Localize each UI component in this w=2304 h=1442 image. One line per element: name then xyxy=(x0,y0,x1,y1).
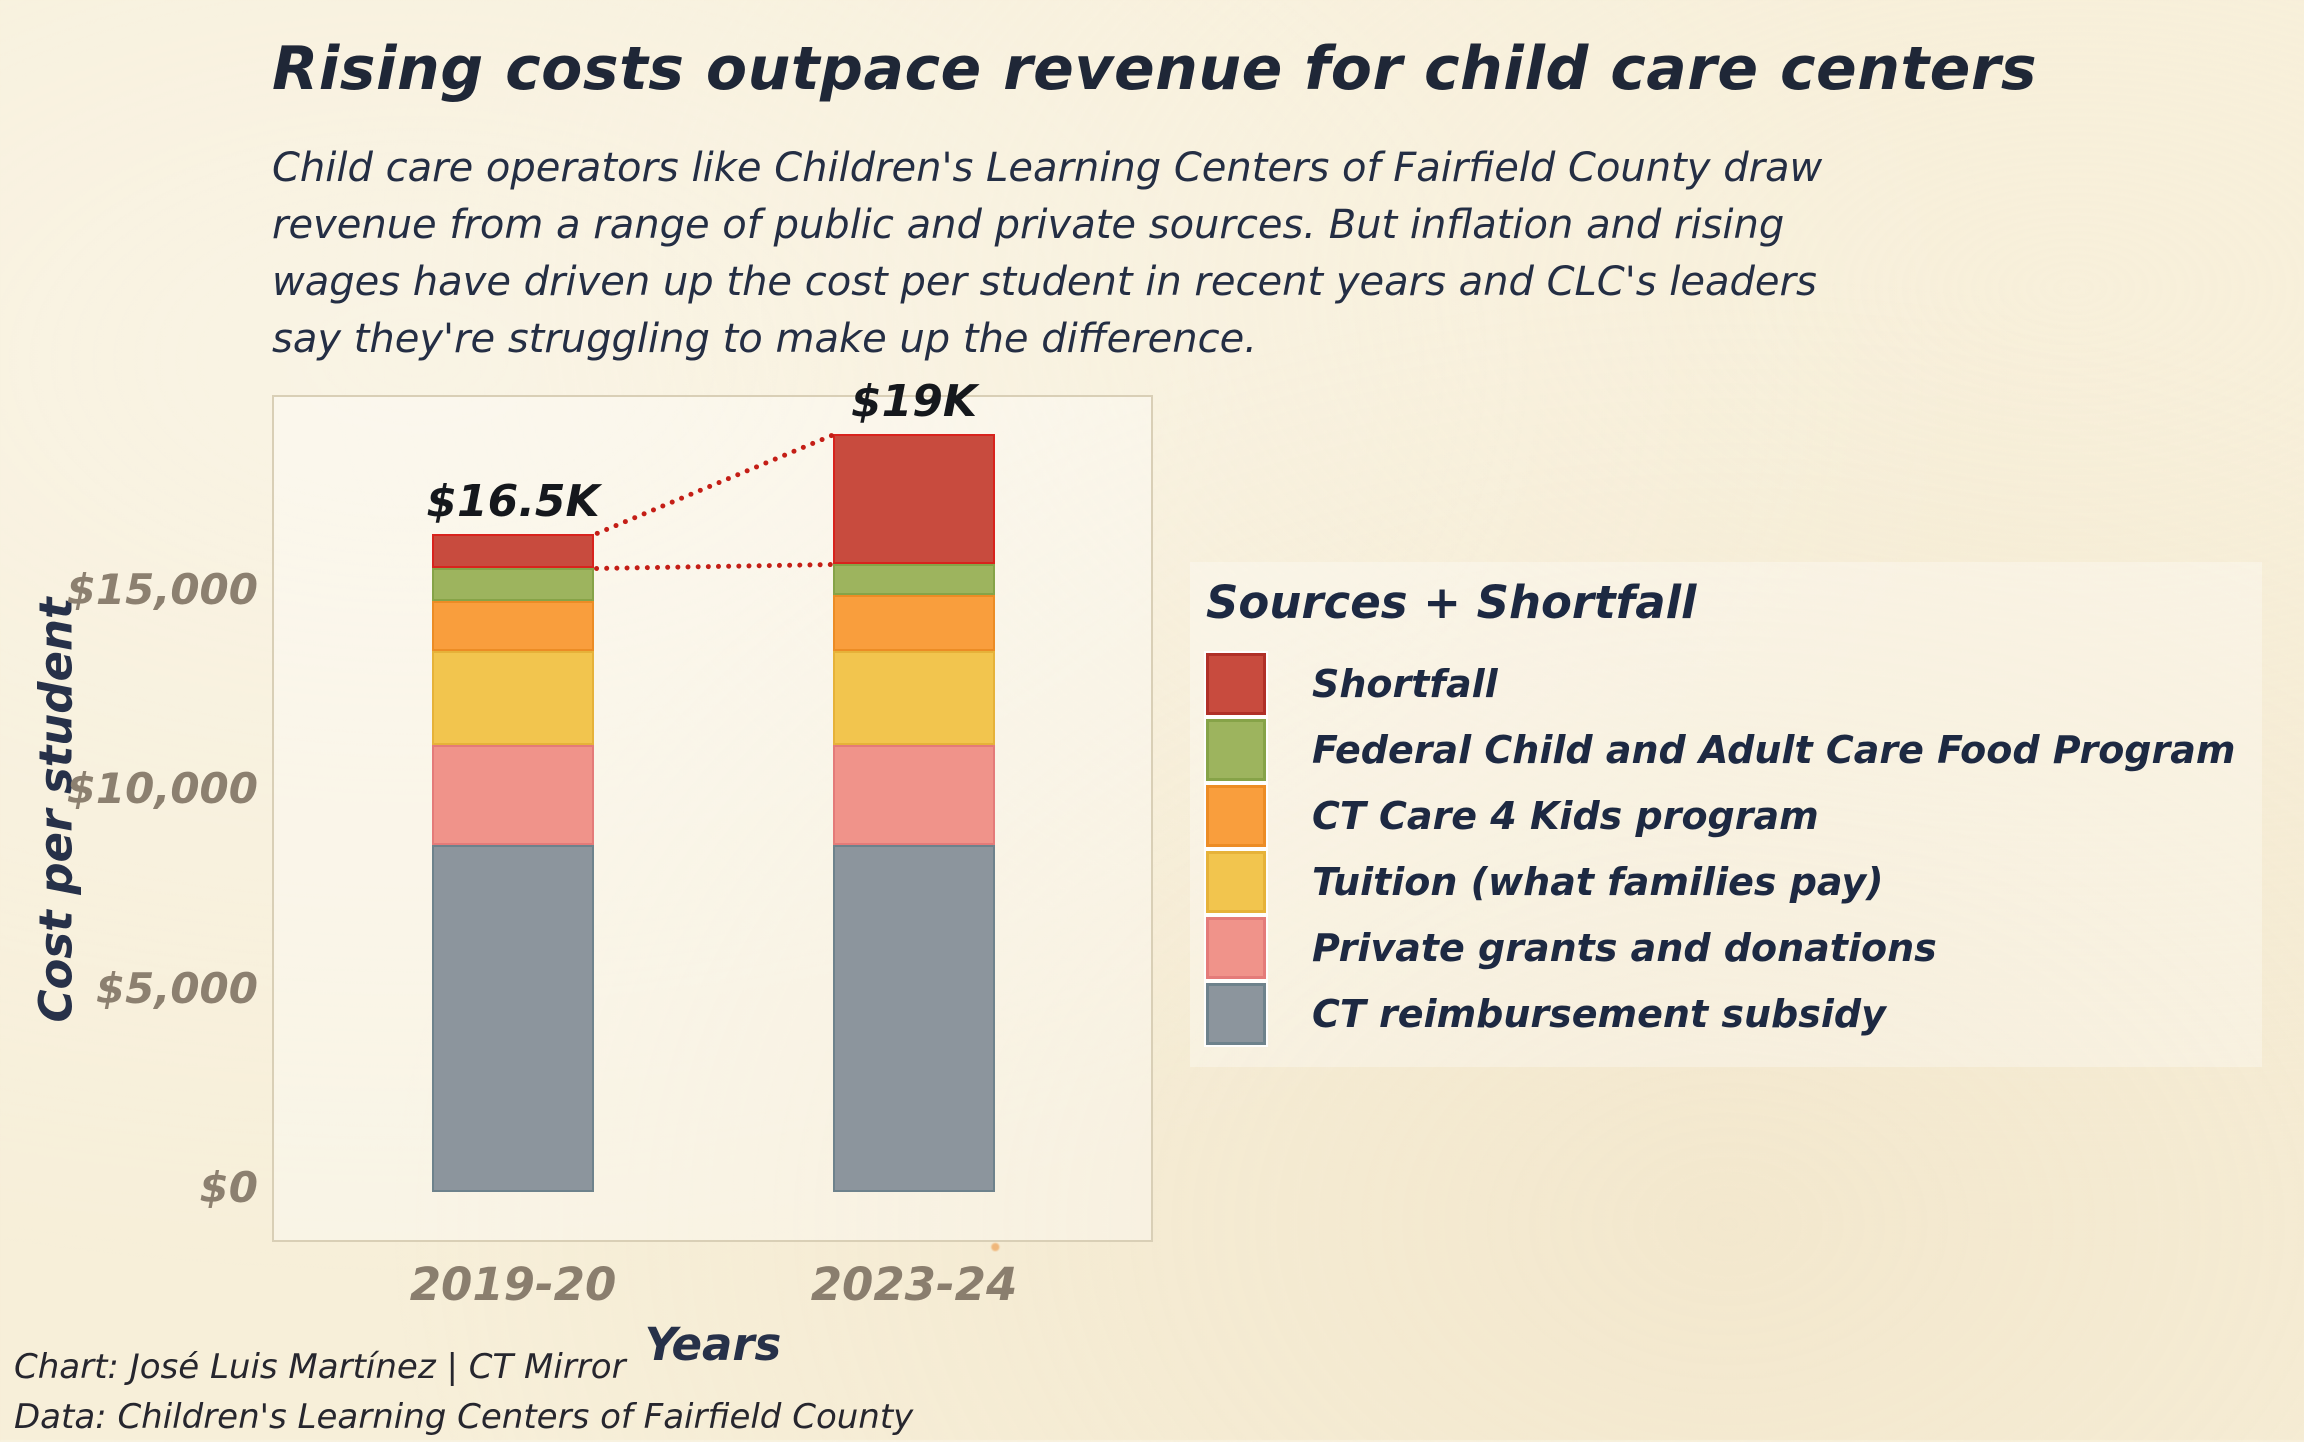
legend-label-shortfall: Shortfall xyxy=(1312,662,1498,706)
bar-2023-24-segment-shortfall xyxy=(833,433,995,564)
subtitle-line-3: wages have driven up the cost per studen… xyxy=(272,259,1817,305)
bar-2019-20-segment-ct-reimbursement-subsidy xyxy=(432,844,594,1192)
x-axis-title: Years xyxy=(644,1318,782,1371)
legend-label-federal-child-and-adult-care-food-program: Federal Child and Adult Care Food Progra… xyxy=(1312,728,2236,772)
legend-label-tuition-what-families-pay: Tuition (what families pay) xyxy=(1312,860,1884,904)
bar-2019-20-segment-tuition-what-families-pay xyxy=(432,651,594,746)
subtitle-line-1: Child care operators like Children's Lea… xyxy=(272,145,1823,191)
legend-swatch-ct-reimbursement-subsidy xyxy=(1204,981,1268,1047)
legend: Sources + Shortfall Shortfall Federal Chi… xyxy=(1190,562,2262,1067)
legend-item-federal-child-and-adult-care-food-program: Federal Child and Adult Care Food Progra… xyxy=(1204,717,2236,783)
subtitle-line-2: revenue from a range of public and priva… xyxy=(272,202,1785,248)
legend-title: Sources + Shortfall xyxy=(1206,576,1697,629)
credits: Chart: José Luis Martínez | CT Mirror Da… xyxy=(14,1342,913,1442)
bar-2023-24-segment-private-grants-and-donations xyxy=(833,745,995,845)
credit-data-source: Data: Children's Learning Centers of Fai… xyxy=(14,1397,914,1437)
legend-item-shortfall: Shortfall xyxy=(1204,651,2236,717)
bar-2019-20-segment-shortfall xyxy=(432,533,594,568)
x-axis-tick-2019-20: 2019-20 xyxy=(409,1258,617,1311)
bar-2019-20-segment-ct-care-4-kids-program xyxy=(432,601,594,652)
bar-2019-20-segment-private-grants-and-donations xyxy=(432,745,594,845)
y-axis-tick-5-000: $5,000 xyxy=(95,963,258,1013)
legend-rows: Shortfall Federal Child and Adult Care Fo… xyxy=(1204,651,2236,1047)
y-axis-tick-0: $0 xyxy=(199,1163,258,1212)
legend-swatch-shortfall xyxy=(1204,651,1268,717)
bar-2023-24-segment-tuition-what-families-pay xyxy=(833,651,995,746)
legend-label-ct-care-4-kids-program: CT Care 4 Kids program xyxy=(1312,794,1819,838)
bar-2023-24-segment-federal-child-and-adult-care-food-program xyxy=(833,563,995,596)
bar-total-label-2023-24: $19K xyxy=(851,375,977,427)
credit-chart-author: Chart: José Luis Martínez | CT Mirror xyxy=(14,1347,626,1387)
x-axis-tick-2023-24: 2023-24 xyxy=(810,1258,1018,1311)
legend-swatch-federal-child-and-adult-care-food-program xyxy=(1204,717,1268,783)
plot-area xyxy=(272,395,1153,1242)
legend-item-ct-reimbursement-subsidy: CT reimbursement subsidy xyxy=(1204,981,2236,1047)
legend-item-ct-care-4-kids-program: CT Care 4 Kids program xyxy=(1204,783,2236,849)
legend-item-private-grants-and-donations: Private grants and donations xyxy=(1204,915,2236,981)
chart-subtitle: Child care operators like Children's Lea… xyxy=(272,140,1822,368)
y-axis-tick-15-000: $15,000 xyxy=(66,564,258,614)
legend-swatch-tuition-what-families-pay xyxy=(1204,849,1268,915)
bar-total-label-2019-20: $16.5K xyxy=(426,475,600,527)
bar-2023-24-segment-ct-care-4-kids-program xyxy=(833,595,995,652)
legend-swatch-private-grants-and-donations xyxy=(1204,915,1268,981)
legend-item-tuition-what-families-pay: Tuition (what families pay) xyxy=(1204,849,2236,915)
bar-2023-24-segment-ct-reimbursement-subsidy xyxy=(833,844,995,1192)
page-title: Rising costs outpace revenue for child c… xyxy=(272,34,2038,104)
bar-2019-20-segment-federal-child-and-adult-care-food-program xyxy=(432,567,594,602)
subtitle-line-4: say they're struggling to make up the di… xyxy=(272,316,1257,362)
legend-label-ct-reimbursement-subsidy: CT reimbursement subsidy xyxy=(1312,992,1886,1036)
legend-label-private-grants-and-donations: Private grants and donations xyxy=(1312,926,1937,970)
legend-swatch-ct-care-4-kids-program xyxy=(1204,783,1268,849)
y-axis-tick-10-000: $10,000 xyxy=(66,764,258,813)
